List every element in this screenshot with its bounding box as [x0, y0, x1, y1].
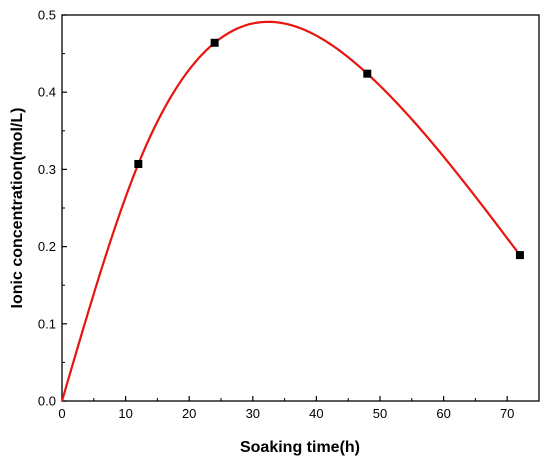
y-tick-label: 0.1: [38, 316, 56, 331]
data-point: [210, 38, 219, 47]
y-tick-label: 0.5: [38, 8, 56, 23]
y-tick-label: 0.0: [38, 394, 56, 409]
y-axis-title: Ionic concentration(mol/L): [9, 108, 26, 309]
x-tick-label: 70: [500, 406, 514, 421]
x-axis-title: Soaking time(h): [240, 439, 360, 456]
series-line: [60, 20, 521, 402]
y-axis-ticks: 0.0 0.1 0.2 0.3 0.4 0.5: [38, 8, 67, 409]
plot-frame: [61, 14, 540, 402]
data-point: [134, 159, 143, 168]
data-points: [134, 38, 524, 260]
data-point: [515, 251, 524, 260]
x-tick-label: 20: [182, 406, 196, 421]
x-tick-label: 0: [58, 406, 65, 421]
x-tick-label: 40: [309, 406, 323, 421]
x-tick-label: 60: [436, 406, 450, 421]
y-tick-label: 0.2: [38, 239, 56, 254]
x-tick-label: 50: [373, 406, 387, 421]
x-tick-label: 30: [246, 406, 260, 421]
y-tick-label: 0.4: [38, 85, 56, 100]
x-tick-label: 10: [118, 406, 132, 421]
data-point: [363, 69, 372, 78]
y-tick-label: 0.3: [38, 162, 56, 177]
x-axis-ticks: 0 10 20 30 40 50 60 70: [58, 396, 514, 421]
